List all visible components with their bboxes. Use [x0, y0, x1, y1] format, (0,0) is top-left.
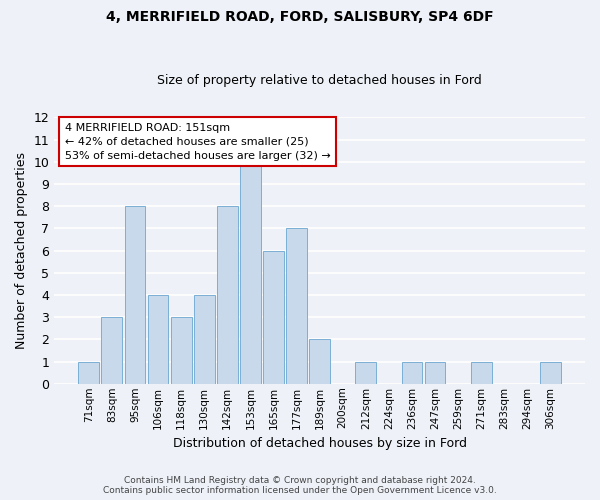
Bar: [240, 162, 261, 384]
Bar: [425, 362, 445, 384]
Bar: [355, 362, 376, 384]
X-axis label: Distribution of detached houses by size in Ford: Distribution of detached houses by size …: [173, 437, 467, 450]
Bar: [194, 295, 215, 384]
Text: 4 MERRIFIELD ROAD: 151sqm
← 42% of detached houses are smaller (25)
53% of semi-: 4 MERRIFIELD ROAD: 151sqm ← 42% of detac…: [65, 122, 331, 160]
Bar: [217, 206, 238, 384]
Text: 4, MERRIFIELD ROAD, FORD, SALISBURY, SP4 6DF: 4, MERRIFIELD ROAD, FORD, SALISBURY, SP4…: [106, 10, 494, 24]
Y-axis label: Number of detached properties: Number of detached properties: [15, 152, 28, 349]
Bar: [309, 340, 330, 384]
Bar: [540, 362, 561, 384]
Bar: [171, 317, 191, 384]
Bar: [101, 317, 122, 384]
Bar: [79, 362, 99, 384]
Text: Contains HM Land Registry data © Crown copyright and database right 2024.
Contai: Contains HM Land Registry data © Crown c…: [103, 476, 497, 495]
Bar: [125, 206, 145, 384]
Bar: [286, 228, 307, 384]
Title: Size of property relative to detached houses in Ford: Size of property relative to detached ho…: [157, 74, 482, 87]
Bar: [148, 295, 169, 384]
Bar: [263, 250, 284, 384]
Bar: [471, 362, 491, 384]
Bar: [401, 362, 422, 384]
